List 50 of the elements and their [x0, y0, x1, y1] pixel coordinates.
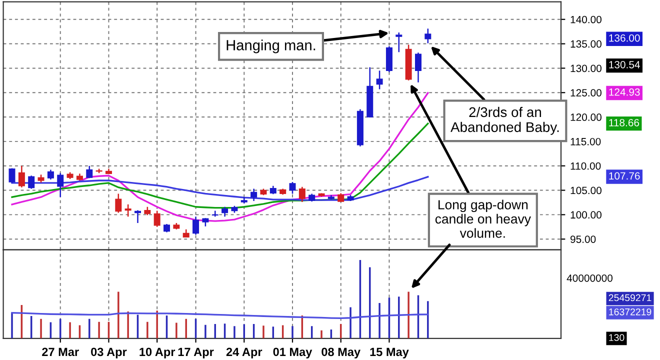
- text: 118.66: [609, 118, 640, 126]
- candlestick: [376, 70, 383, 90]
- text: 130: [609, 334, 624, 342]
- candlestick: [18, 165, 25, 188]
- text: 2/3rds of an Abandoned Baby.: [450, 106, 559, 135]
- text: 130.54: [609, 60, 640, 68]
- x-tick-label: 10 Apr: [140, 348, 176, 358]
- text: 16372219: [609, 308, 652, 316]
- text: 40000000: [566, 274, 613, 282]
- text: 25459271: [608, 294, 652, 302]
- y-tick-label: 120.00: [570, 114, 602, 121]
- candlestick: [57, 172, 64, 198]
- x-tick-label: 17 Apr: [178, 348, 214, 358]
- text: Long gap-down candle on heavy volume.: [435, 200, 531, 238]
- annotation: Hanging man.: [226, 40, 316, 54]
- y-tick-label: 140.00: [570, 16, 602, 24]
- candlestick: [250, 188, 258, 202]
- candlestick: [298, 186, 306, 203]
- x-tick-label: 27 Mar: [42, 348, 79, 356]
- text: 107.76: [609, 172, 640, 180]
- candlestick: [222, 206, 228, 218]
- x-tick-label: 24 Apr: [226, 348, 262, 358]
- candlestick: [124, 204, 132, 218]
- candlestick: [86, 165, 93, 179]
- x-tick-label: 03 Apr: [91, 348, 127, 358]
- candlestick: [386, 46, 392, 73]
- y-tick-label: 130.00: [570, 64, 602, 72]
- candlestick: [28, 175, 35, 190]
- candlestick: [115, 193, 122, 214]
- x-tick-label: 08 May: [322, 348, 360, 358]
- candlestick: [192, 216, 200, 236]
- candlestick: [8, 168, 16, 184]
- y-tick-label: 105.00: [570, 186, 602, 194]
- y-tick-label: 100.00: [570, 211, 602, 219]
- text: 124.93: [609, 88, 640, 96]
- y-tick-label: 115.00: [570, 138, 601, 146]
- x-tick-label: 01 May: [273, 348, 312, 358]
- candlestick: [134, 210, 141, 224]
- y-tick-label: 110.00: [570, 162, 601, 170]
- y-tick-label: 125.00: [570, 89, 602, 96]
- y-tick-label: 95.00: [570, 236, 596, 243]
- candlestick: [396, 32, 402, 53]
- x-tick-label: 15 May: [370, 348, 409, 358]
- text: 136.00: [609, 34, 640, 42]
- candlestick: [414, 52, 422, 83]
- candlestick: [424, 28, 432, 44]
- candlestick: [289, 181, 296, 194]
- candlestick: [154, 210, 160, 228]
- candlestick: [47, 169, 54, 180]
- y-tick-label: 135.00: [570, 40, 602, 48]
